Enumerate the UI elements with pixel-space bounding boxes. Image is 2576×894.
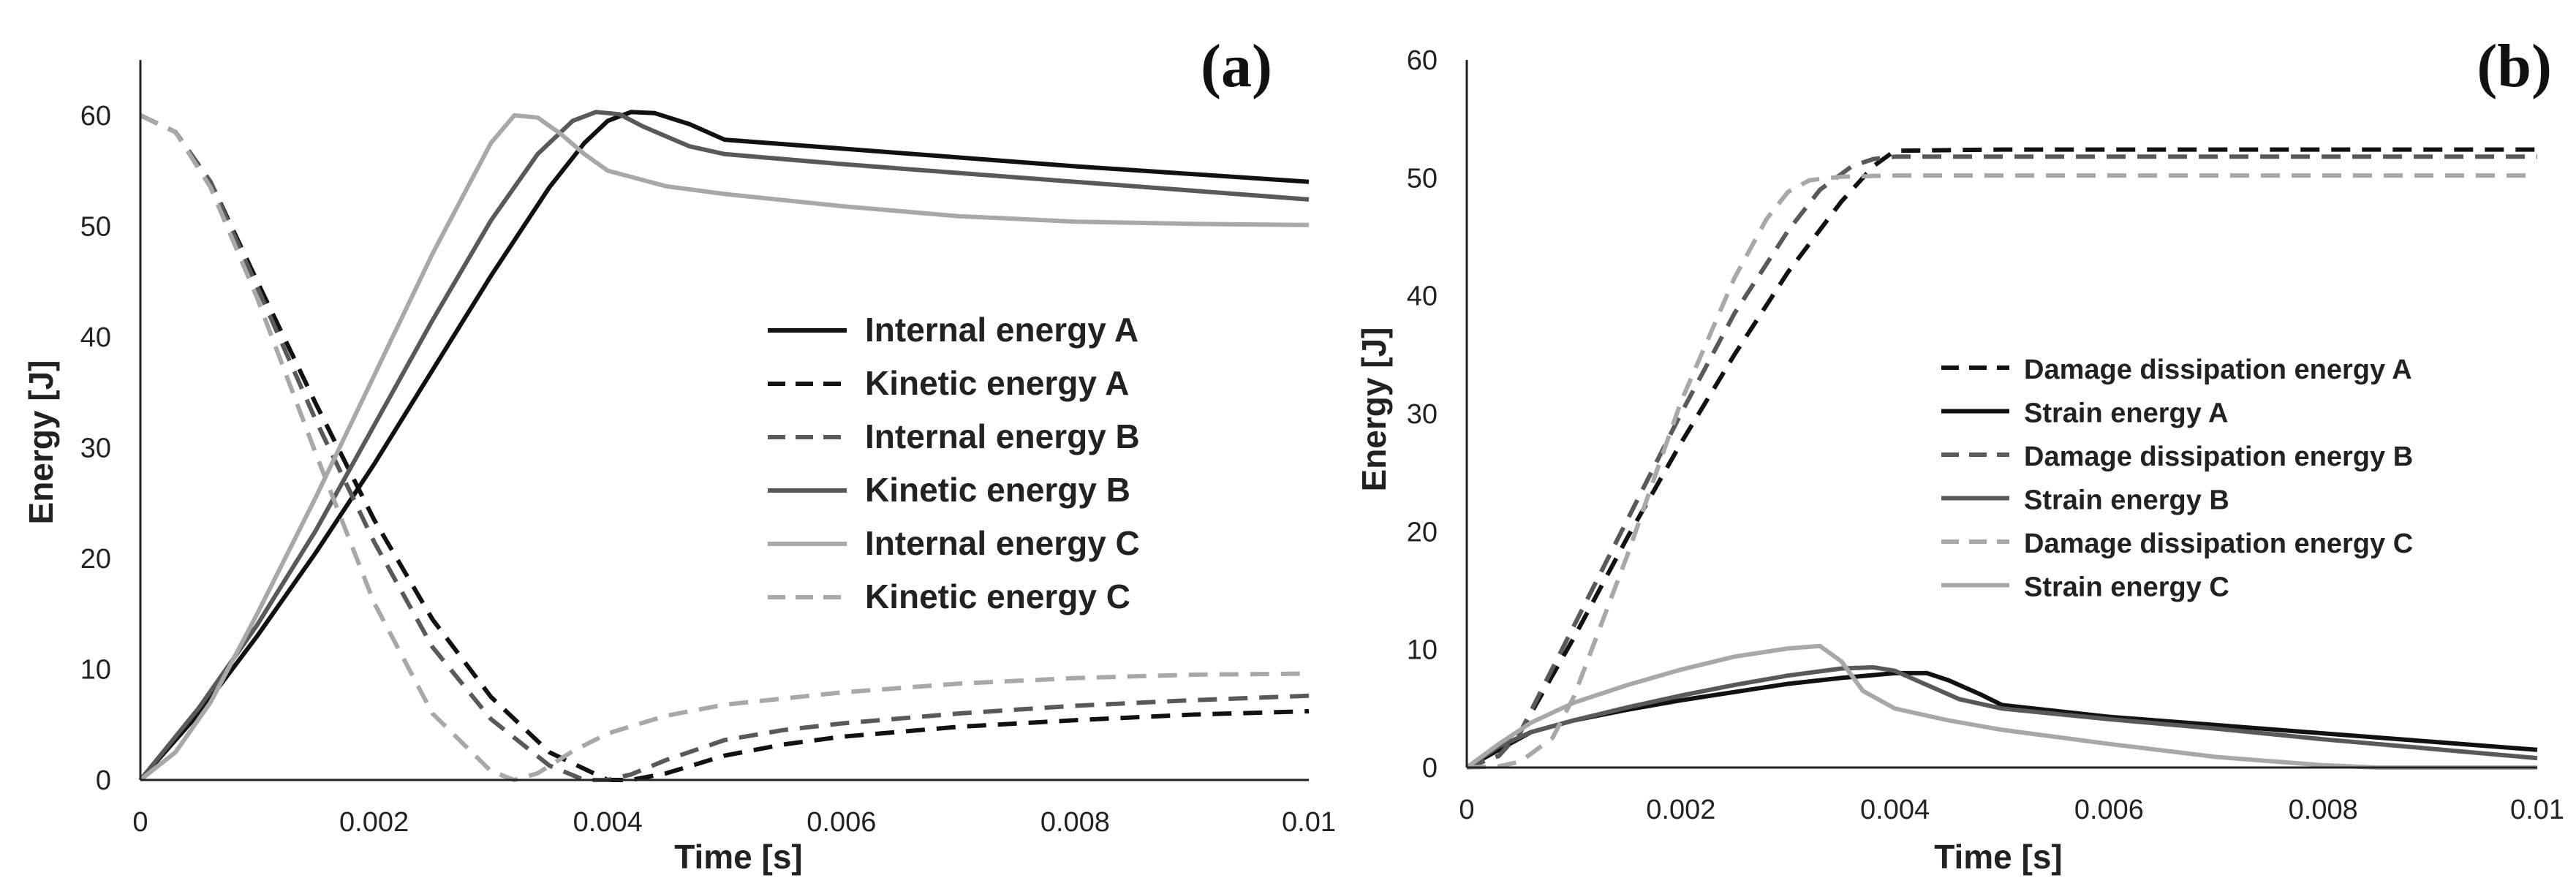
panel-a-x-tick-label: 0.008 — [1040, 807, 1110, 838]
panel-b-x-tick-labels: 0 0.002 0.004 0.006 0.008 0.01 — [1459, 795, 2564, 825]
panel-a-y-tick-label: 40 — [80, 322, 111, 353]
panel-a-x-tick-label: 0.002 — [339, 807, 409, 838]
panel-b-label: (b) — [2477, 32, 2552, 100]
panel-a-y-tick-labels: 0 10 20 30 40 50 60 — [80, 101, 111, 796]
panel-b-series-damage-dissipation-energy-c — [1466, 173, 2537, 770]
panel-a-legend-label-internal-energy-c: Internal energy C — [865, 524, 1140, 562]
panel-a-series-internal-energy-a — [138, 110, 1310, 781]
panel-b-y-axis-title: Energy [J] — [1355, 327, 1393, 492]
panel-a-legend-label-kinetic-energy-c: Kinetic energy C — [865, 577, 1130, 615]
panel-a-x-tick-labels: 0 0.002 0.004 0.006 0.008 0.01 — [132, 807, 1336, 838]
panel-a-x-tick-label: 0.006 — [807, 807, 876, 838]
panel-b-x-tick-label: 0.002 — [1646, 795, 1715, 825]
panel-b-legend-label-strain-energy-b: Strain energy B — [2024, 485, 2229, 516]
panel-a-y-tick-label: 60 — [80, 101, 111, 132]
panel-b-y-tick-labels: 0 10 20 30 40 50 60 — [1407, 45, 1438, 784]
panel-b-y-tick-label: 30 — [1407, 399, 1438, 430]
panel-a-y-tick-label: 30 — [80, 433, 111, 463]
panel-b-x-tick-label: 0.01 — [2510, 795, 2564, 825]
panel-a-legend-label-kinetic-energy-b: Kinetic energy B — [865, 471, 1130, 509]
panel-a-y-tick-label: 0 — [96, 765, 111, 796]
panel-b-plot-area — [1465, 147, 2538, 770]
panel-a-legend-label-internal-energy-b: Internal energy B — [865, 417, 1140, 455]
panel-b-legend: Damage dissipation energy A Strain energy… — [1941, 355, 2413, 603]
panel-b-x-axis-title: Time [s] — [1934, 838, 2063, 876]
panel-a-series-kinetic-energy-c — [139, 113, 1310, 782]
panel-b-series-strain-energy-b — [1465, 664, 2538, 770]
panel-a-y-tick-label: 10 — [80, 654, 111, 685]
panel-b-x-tick-label: 0.008 — [2289, 795, 2358, 825]
panel-b-y-tick-label: 20 — [1407, 517, 1438, 548]
panel-a-y-tick-label: 50 — [80, 211, 111, 242]
panel-a-legend: Internal energy A Kinetic energy A Interna… — [768, 311, 1140, 615]
panel-a-x-tick-label: 0 — [132, 807, 148, 838]
panel-b-legend-label-strain-energy-c: Strain energy C — [2024, 572, 2229, 603]
panel-a-y-axis-title: Energy [J] — [22, 360, 60, 525]
panel-b-x-tick-label: 0.006 — [2074, 795, 2144, 825]
panel-a-x-tick-label: 0.004 — [573, 807, 643, 838]
panel-a-y-tick-label: 20 — [80, 544, 111, 575]
panel-b-legend-label-damage-dissipation-energy-b: Damage dissipation energy B — [2024, 442, 2413, 472]
panel-b-y-tick-label: 50 — [1407, 163, 1438, 194]
panel-b-y-tick-label: 10 — [1407, 635, 1438, 666]
panel-b-series-damage-dissipation-energy-b — [1465, 154, 2537, 770]
panel-b-y-tick-label: 40 — [1407, 281, 1438, 312]
panel-b-legend-label-damage-dissipation-energy-a: Damage dissipation energy A — [2024, 355, 2412, 385]
panel-a-legend-label-kinetic-energy-a: Kinetic energy A — [865, 364, 1129, 402]
panel-a-x-axis-title: Time [s] — [674, 838, 803, 876]
panel-a-label: (a) — [1201, 32, 1272, 100]
panel-b-legend-label-damage-dissipation-energy-c: Damage dissipation energy C — [2024, 529, 2413, 559]
panel-a-series-internal-energy-c — [139, 113, 1310, 782]
panel-a-series-kinetic-energy-b — [138, 110, 1310, 781]
panel-b-y-tick-label: 0 — [1422, 753, 1438, 784]
panel-b-series-strain-energy-c — [1465, 643, 2537, 770]
panel-a-x-tick-label: 0.01 — [1282, 807, 1336, 838]
panel-b-x-tick-label: 0.004 — [1860, 795, 1930, 825]
panel-b-x-tick-label: 0 — [1459, 795, 1474, 825]
panel-b-legend-label-strain-energy-a: Strain energy A — [2024, 398, 2228, 429]
panel-a-legend-label-internal-energy-a: Internal energy A — [865, 311, 1138, 349]
panel-b-y-tick-label: 60 — [1407, 45, 1438, 76]
